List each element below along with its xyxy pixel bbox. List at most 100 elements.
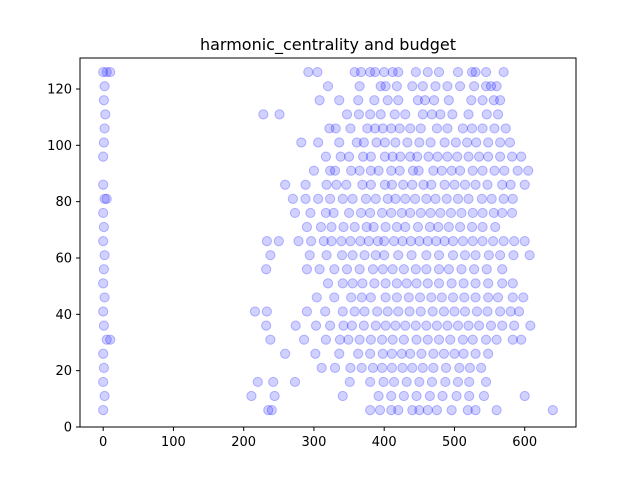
scatter-point [99,123,110,134]
scatter-point [246,390,257,402]
scatter-point [422,334,433,345]
scatter-point [414,235,425,247]
scatter-point [354,81,365,92]
scatter-point [391,221,402,233]
scatter-point [389,109,400,120]
scatter-point [252,376,263,388]
scatter-point [353,348,364,359]
scatter-point [312,66,323,78]
scatter-point [452,376,464,388]
scatter-point [353,95,364,106]
scatter-point [273,235,284,247]
scatter-point [438,348,450,359]
scatter-point [424,221,435,233]
scatter-point [459,306,471,317]
scatter-point [488,95,499,106]
scatter-point [422,66,433,78]
scatter-point [498,66,509,78]
scatter-point [507,278,518,289]
scatter-point [393,250,404,261]
scatter-point [438,306,450,317]
scatter-point [380,292,391,303]
scatter-point [547,405,558,416]
scatter-point [478,390,490,402]
scatter-point [99,390,110,402]
scatter-point [372,235,383,247]
scatter-point [367,362,379,373]
scatter-point [365,109,376,120]
scatter-point [441,193,452,204]
x-tick-label: 0 [99,435,107,450]
scatter-point [495,250,506,261]
scatter-point [414,376,425,388]
scatter-point [321,179,332,190]
scatter-point [354,334,365,345]
scatter-point [454,221,466,233]
scatter-point [370,250,381,261]
scatter-point [483,278,494,289]
scatter-point [316,362,327,373]
scatter-point [98,278,109,289]
scatter-point [265,334,276,345]
scatter-point [436,292,447,303]
scatter-point [380,320,391,331]
scatter-point [518,292,529,303]
scatter-point [407,81,418,92]
scatter-point [483,250,494,261]
scatter-point [382,306,393,317]
scatter-point [98,207,109,219]
scatter-point [477,95,488,106]
scatter-point [387,151,398,162]
scatter-point [377,334,388,345]
scatter-point [365,348,376,359]
scatter-point [99,250,110,261]
scatter-point [458,278,469,289]
scatter-point [98,66,109,78]
scatter-point [495,95,506,106]
scatter-point [507,193,518,204]
scatter-point [421,193,432,204]
scatter-point [476,362,487,373]
scatter-point [463,193,474,204]
scatter-point [454,362,465,373]
scatter-point [512,165,523,176]
scatter-point [345,362,356,373]
scatter-point [356,362,367,373]
scatter-point [490,221,501,233]
scatter-point [289,207,301,219]
scatter-point [433,264,445,275]
scatter-point [347,278,358,289]
scatter-point [403,292,414,303]
scatter-point [425,137,436,148]
scatter-point [393,405,404,416]
scatter-point [462,405,473,416]
scatter-point [426,179,437,190]
scatter-point [477,235,488,247]
scatter-point [426,292,437,303]
scatter-point [393,66,404,78]
scatter-point [370,193,381,204]
scatter-point [507,334,518,345]
scatter-point [386,405,397,416]
scatter-point [354,264,365,275]
scatter-point [498,193,509,204]
scatter-point [258,109,269,120]
scatter-point [393,95,404,106]
scatter-point [268,376,279,388]
scatter-point [355,207,367,219]
scatter-point [349,306,360,317]
scatter-point [280,348,291,359]
scatter-point [269,390,280,402]
scatter-point [359,250,370,261]
scatter-point [369,66,381,78]
scatter-point [446,278,457,289]
scatter-point [375,81,386,92]
scatter-point [280,179,291,190]
x-tick-label: 400 [372,435,397,450]
y-tick-label: 100 [47,139,72,154]
scatter-point [396,348,407,359]
scatter-point [428,95,440,106]
scatter-point [329,292,340,303]
scatter-point [506,207,518,219]
scatter-point [464,362,476,373]
